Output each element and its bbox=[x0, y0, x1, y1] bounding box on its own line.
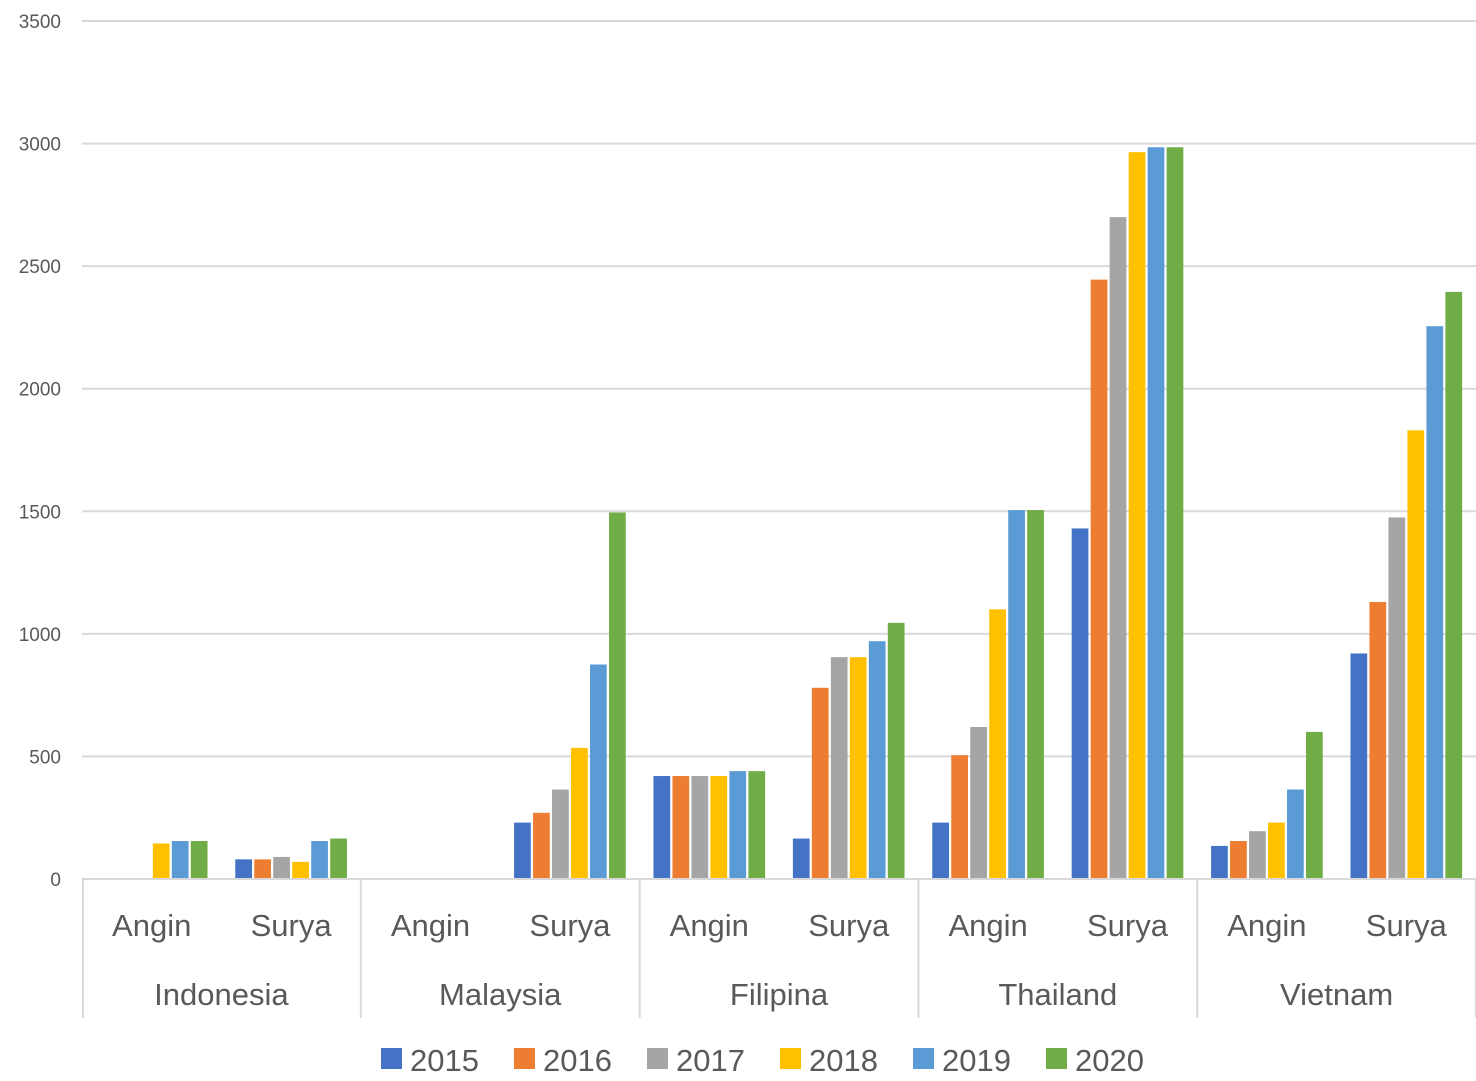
bar-2020-0 bbox=[191, 841, 208, 879]
legend-label-2015: 2015 bbox=[410, 1043, 479, 1076]
bar-2018-5 bbox=[850, 657, 867, 879]
bar-2018-7 bbox=[1129, 152, 1146, 879]
bar-2019-1 bbox=[311, 841, 328, 879]
legend: 2015 2016 2017 2018 2019 2020 bbox=[381, 1043, 1144, 1076]
bar-2016-9 bbox=[1369, 602, 1386, 879]
bar-2015-5 bbox=[793, 839, 810, 879]
legend-swatch-2019 bbox=[913, 1048, 934, 1069]
bar-2019-0 bbox=[172, 841, 189, 879]
bar-2018-1 bbox=[292, 862, 309, 879]
bar-2020-6 bbox=[1027, 510, 1044, 879]
x-subcategory-label: Surya bbox=[529, 908, 611, 943]
bar-2016-7 bbox=[1091, 280, 1108, 879]
bar-2017-1 bbox=[273, 857, 290, 879]
bar-2020-1 bbox=[330, 839, 347, 879]
bar-2016-3 bbox=[533, 813, 550, 879]
bar-2017-9 bbox=[1388, 517, 1405, 879]
bar-2015-1 bbox=[235, 859, 252, 879]
bar-2020-9 bbox=[1445, 292, 1462, 879]
x-subcategory-label: Surya bbox=[808, 908, 890, 943]
x-subcategory-label: Angin bbox=[391, 908, 470, 943]
y-tick-label: 3000 bbox=[19, 135, 61, 156]
x-subcategory-label: Angin bbox=[1227, 908, 1306, 943]
bar-2018-6 bbox=[989, 609, 1006, 879]
bar-2016-8 bbox=[1230, 841, 1247, 879]
legend-swatch-2016 bbox=[514, 1048, 535, 1069]
bar-2019-4 bbox=[729, 771, 746, 879]
y-tick-label: 500 bbox=[29, 747, 61, 768]
bar-2017-3 bbox=[552, 790, 569, 879]
bar-2017-7 bbox=[1110, 217, 1127, 879]
bar-2017-8 bbox=[1249, 831, 1266, 879]
x-group-label: Filipina bbox=[730, 977, 829, 1012]
bar-2018-4 bbox=[710, 776, 727, 879]
x-group-label: Malaysia bbox=[439, 977, 562, 1012]
bar-2019-7 bbox=[1148, 147, 1165, 879]
bar-2015-8 bbox=[1211, 846, 1228, 879]
bar-2016-5 bbox=[812, 688, 829, 879]
bar-2019-9 bbox=[1426, 326, 1443, 879]
bar-2015-6 bbox=[932, 823, 949, 879]
x-subcategory-label: Surya bbox=[1087, 908, 1169, 943]
legend-label-2020: 2020 bbox=[1075, 1043, 1144, 1076]
legend-label-2018: 2018 bbox=[809, 1043, 878, 1076]
x-subcategory-label: Surya bbox=[251, 908, 333, 943]
bar-2016-4 bbox=[672, 776, 689, 879]
y-tick-label: 1500 bbox=[19, 502, 61, 523]
bar-2017-6 bbox=[970, 727, 987, 879]
bar-2015-9 bbox=[1350, 653, 1367, 879]
bar-2019-8 bbox=[1287, 790, 1304, 879]
y-tick-label: 2500 bbox=[19, 257, 61, 278]
x-axis: Angin Surya Indonesia Angin Surya Malaysia Ang… bbox=[82, 879, 1476, 1018]
y-tick-label: 0 bbox=[50, 870, 61, 891]
bar-2019-5 bbox=[869, 641, 886, 879]
bar-2015-7 bbox=[1072, 528, 1089, 879]
bar-2015-3 bbox=[514, 823, 531, 879]
bar-2017-4 bbox=[691, 776, 708, 879]
x-group-label: Indonesia bbox=[154, 977, 289, 1012]
x-subcategory-label: Angin bbox=[948, 908, 1027, 943]
bar-2020-7 bbox=[1167, 147, 1184, 879]
legend-label-2017: 2017 bbox=[676, 1043, 745, 1076]
legend-swatch-2018 bbox=[780, 1048, 801, 1069]
bar-2020-5 bbox=[888, 623, 905, 879]
legend-swatch-2015 bbox=[381, 1048, 402, 1069]
x-subcategory-label: Surya bbox=[1366, 908, 1448, 943]
y-tick-label: 3500 bbox=[19, 12, 61, 33]
bar-2019-3 bbox=[590, 665, 607, 880]
x-group-label: Thailand bbox=[998, 977, 1117, 1012]
legend-label-2019: 2019 bbox=[942, 1043, 1011, 1076]
gridlines bbox=[82, 21, 1476, 756]
y-tick-label: 2000 bbox=[19, 380, 61, 401]
y-tick-label: 1000 bbox=[19, 625, 61, 646]
legend-swatch-2020 bbox=[1046, 1048, 1067, 1069]
bar-2019-6 bbox=[1008, 510, 1025, 879]
bar-2018-3 bbox=[571, 748, 588, 879]
bar-2017-5 bbox=[831, 657, 848, 879]
bar-2018-0 bbox=[153, 843, 170, 879]
legend-swatch-2017 bbox=[647, 1048, 668, 1069]
x-subcategory-label: Angin bbox=[112, 908, 191, 943]
bars bbox=[96, 147, 1462, 879]
x-subcategory-label: Angin bbox=[670, 908, 749, 943]
bar-2016-6 bbox=[951, 755, 968, 879]
bar-2020-8 bbox=[1306, 732, 1323, 879]
bar-2015-4 bbox=[653, 776, 670, 879]
bar-2020-3 bbox=[609, 513, 626, 879]
x-group-label: Vietnam bbox=[1280, 977, 1393, 1012]
legend-label-2016: 2016 bbox=[543, 1043, 612, 1076]
bar-2016-1 bbox=[254, 859, 271, 879]
bar-2020-4 bbox=[748, 771, 765, 879]
bar-2018-9 bbox=[1407, 430, 1424, 879]
y-axis-tick-labels: 0 500 1000 1500 2000 2500 3000 3500 bbox=[19, 12, 61, 891]
bar-2018-8 bbox=[1268, 823, 1285, 879]
